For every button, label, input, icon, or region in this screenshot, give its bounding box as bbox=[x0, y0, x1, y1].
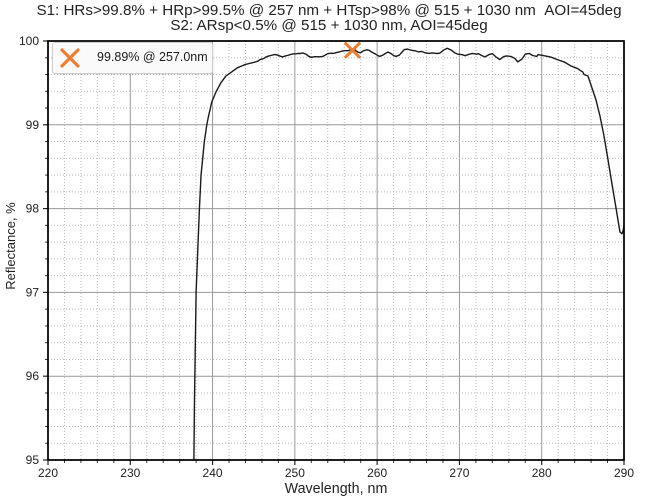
svg-text:97: 97 bbox=[26, 285, 40, 299]
svg-text:230: 230 bbox=[120, 466, 140, 480]
svg-text:220: 220 bbox=[38, 466, 58, 480]
svg-text:100: 100 bbox=[19, 34, 39, 48]
svg-text:260: 260 bbox=[367, 466, 387, 480]
svg-text:250: 250 bbox=[285, 466, 305, 480]
svg-text:290: 290 bbox=[614, 466, 634, 480]
svg-text:280: 280 bbox=[532, 466, 552, 480]
svg-text:95: 95 bbox=[26, 453, 40, 467]
svg-text:98: 98 bbox=[26, 202, 40, 216]
svg-text:270: 270 bbox=[449, 466, 469, 480]
svg-text:99: 99 bbox=[26, 118, 40, 132]
svg-text:240: 240 bbox=[203, 466, 223, 480]
svg-text:96: 96 bbox=[26, 369, 40, 383]
